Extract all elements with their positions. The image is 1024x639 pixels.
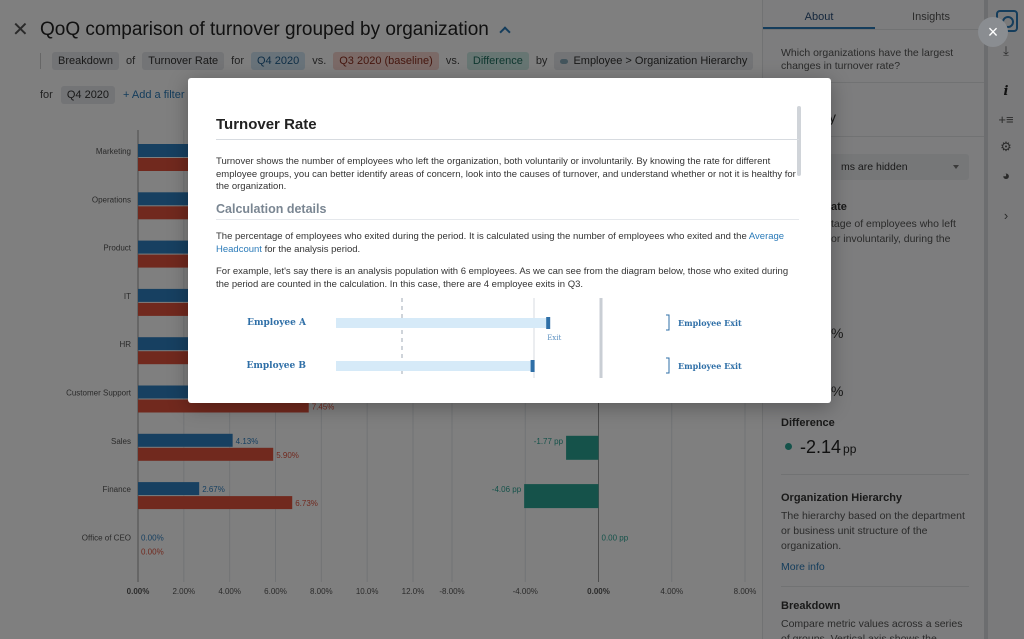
employee-exit-label: Employee Exit	[678, 361, 742, 371]
dialog-title-rule	[216, 139, 799, 140]
exit-bracket	[666, 314, 670, 331]
exit-bracket	[666, 357, 670, 374]
employment-bar	[336, 318, 550, 328]
calculation-text: The percentage of employees who exited d…	[216, 231, 800, 256]
dialog-intro: Turnover shows the number of employees w…	[216, 156, 796, 192]
exit-label: Exit	[547, 334, 561, 342]
exit-diagram: Employee A Exit Employee Exit Employee B Emp…	[246, 298, 742, 378]
calculation-heading: Calculation details	[216, 202, 327, 216]
example-text: For example, let's say there is an analy…	[216, 266, 789, 290]
calculation-text-suffix: for the analysis period.	[264, 243, 361, 255]
dialog-scrollbar[interactable]	[797, 106, 801, 176]
turnover-rate-dialog: Turnover Rate Turnover shows the number …	[188, 78, 831, 403]
calculation-text-prefix: The percentage of employees who exited d…	[216, 231, 747, 242]
employee-name: Employee B	[246, 361, 306, 371]
employee-exit-label: Employee Exit	[678, 318, 742, 328]
exit-marker	[546, 317, 551, 329]
calculation-rule	[216, 219, 799, 220]
modal-close-button[interactable]: ×	[978, 17, 1008, 47]
employment-bar	[336, 361, 534, 371]
dialog-title: Turnover Rate	[216, 116, 317, 133]
exit-marker	[530, 360, 535, 372]
average-headcount-link[interactable]: Average Headcount	[216, 231, 785, 255]
employee-name: Employee A	[247, 318, 307, 328]
